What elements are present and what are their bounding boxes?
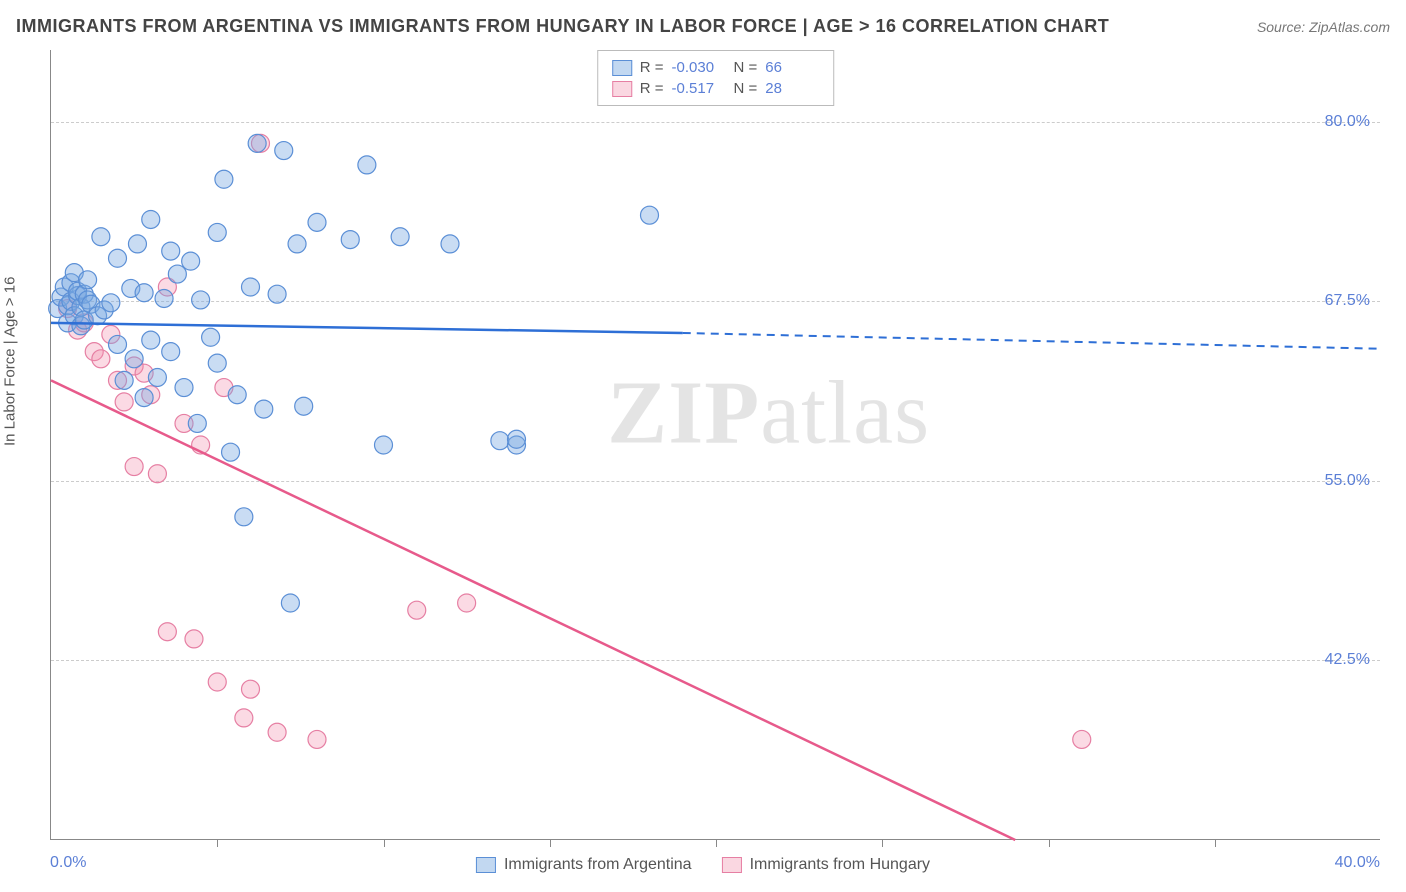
point-argentina: [115, 371, 133, 389]
point-argentina: [275, 142, 293, 160]
point-argentina: [168, 265, 186, 283]
point-argentina: [92, 228, 110, 246]
trendline-hungary: [51, 380, 1015, 840]
point-hungary: [125, 458, 143, 476]
point-hungary: [235, 709, 253, 727]
point-argentina: [308, 213, 326, 231]
point-hungary: [92, 350, 110, 368]
x-tick: [1215, 839, 1216, 847]
point-argentina: [255, 400, 273, 418]
source-label: Source: ZipAtlas.com: [1257, 19, 1390, 35]
chart-title: IMMIGRANTS FROM ARGENTINA VS IMMIGRANTS …: [16, 16, 1109, 37]
point-hungary: [158, 623, 176, 641]
swatch-pink-icon: [722, 857, 742, 873]
point-argentina: [135, 389, 153, 407]
point-argentina: [192, 291, 210, 309]
point-argentina: [102, 294, 120, 312]
point-argentina: [182, 252, 200, 270]
x-tick: [384, 839, 385, 847]
point-argentina: [288, 235, 306, 253]
point-argentina: [235, 508, 253, 526]
point-argentina: [268, 285, 286, 303]
point-argentina: [142, 331, 160, 349]
point-argentina: [188, 414, 206, 432]
legend-row-hungary: R = -0.517 N = 28: [612, 78, 820, 99]
x-axis-max-label: 40.0%: [1335, 854, 1380, 872]
chart-svg: [51, 50, 1380, 839]
plot-area: ZIPatlas 42.5%55.0%67.5%80.0% R = -0.030…: [50, 50, 1380, 840]
point-hungary: [242, 680, 260, 698]
legend-series: Immigrants from Argentina Immigrants fro…: [476, 856, 930, 874]
x-tick: [882, 839, 883, 847]
point-argentina: [491, 432, 509, 450]
trendline-argentina: [51, 323, 683, 333]
point-argentina: [248, 134, 266, 152]
point-hungary: [408, 601, 426, 619]
trendline-argentina-extended: [683, 333, 1381, 349]
point-hungary: [458, 594, 476, 612]
point-argentina: [215, 170, 233, 188]
legend-item-argentina: Immigrants from Argentina: [476, 856, 692, 874]
point-argentina: [391, 228, 409, 246]
point-argentina: [242, 278, 260, 296]
point-argentina: [128, 235, 146, 253]
point-argentina: [135, 284, 153, 302]
point-argentina: [125, 350, 143, 368]
point-argentina: [375, 436, 393, 454]
point-hungary: [1073, 730, 1091, 748]
point-argentina: [508, 430, 526, 448]
point-argentina: [162, 343, 180, 361]
point-argentina: [208, 354, 226, 372]
swatch-blue-icon: [612, 60, 632, 76]
point-hungary: [308, 730, 326, 748]
point-hungary: [208, 673, 226, 691]
x-tick: [1049, 839, 1050, 847]
legend-item-hungary: Immigrants from Hungary: [722, 856, 931, 874]
swatch-pink-icon: [612, 81, 632, 97]
point-argentina: [155, 289, 173, 307]
x-axis-origin-label: 0.0%: [50, 854, 86, 872]
legend-row-argentina: R = -0.030 N = 66: [612, 57, 820, 78]
point-argentina: [358, 156, 376, 174]
point-argentina: [162, 242, 180, 260]
point-argentina: [148, 368, 166, 386]
point-argentina: [142, 210, 160, 228]
point-argentina: [175, 379, 193, 397]
point-argentina: [441, 235, 459, 253]
point-argentina: [228, 386, 246, 404]
point-argentina: [641, 206, 659, 224]
point-argentina: [295, 397, 313, 415]
x-tick: [550, 839, 551, 847]
y-axis-label: In Labor Force | Age > 16: [2, 277, 19, 446]
point-argentina: [109, 249, 127, 267]
point-argentina: [79, 271, 97, 289]
legend-correlation: R = -0.030 N = 66 R = -0.517 N = 28: [597, 50, 835, 106]
point-hungary: [115, 393, 133, 411]
point-argentina: [208, 223, 226, 241]
point-hungary: [148, 465, 166, 483]
point-argentina: [202, 328, 220, 346]
point-hungary: [185, 630, 203, 648]
point-argentina: [341, 231, 359, 249]
point-argentina: [281, 594, 299, 612]
x-tick: [716, 839, 717, 847]
x-tick: [217, 839, 218, 847]
point-argentina: [109, 335, 127, 353]
point-hungary: [268, 723, 286, 741]
point-argentina: [222, 443, 240, 461]
swatch-blue-icon: [476, 857, 496, 873]
